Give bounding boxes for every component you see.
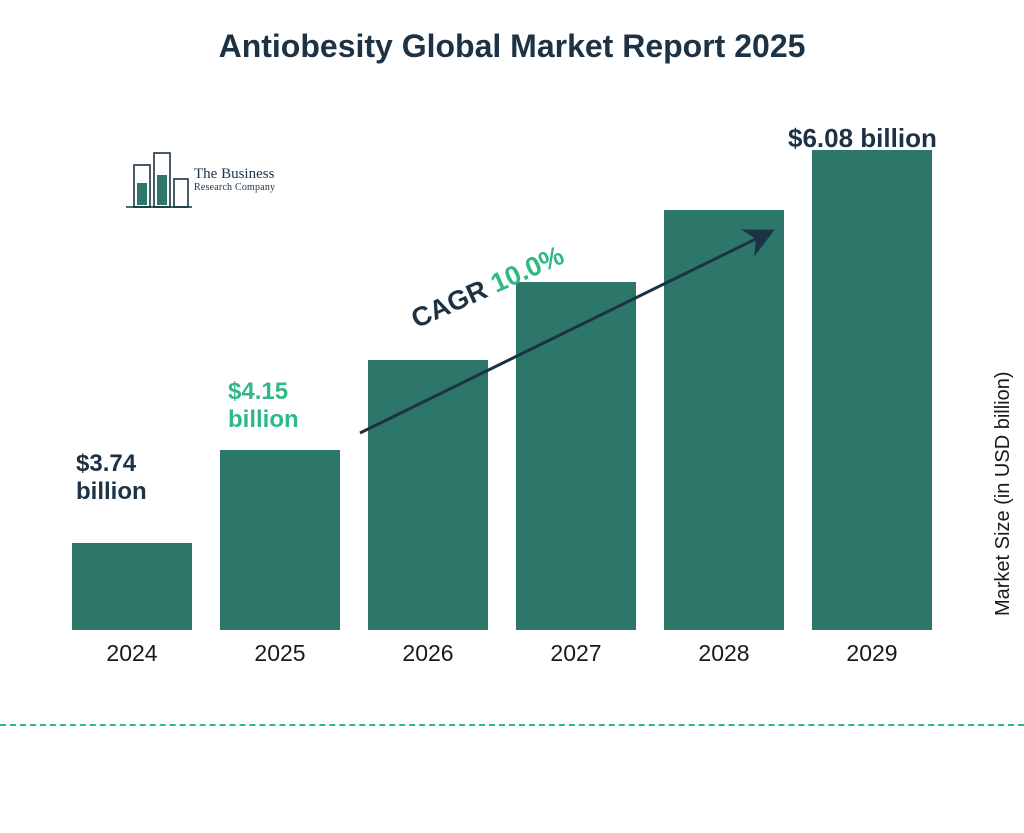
- y-axis-label: Market Size (in USD billion): [993, 372, 1016, 617]
- trend-arrow-icon: [0, 65, 1024, 833]
- bottom-dashed-divider: [0, 724, 1024, 726]
- chart-title: Antiobesity Global Market Report 2025: [0, 0, 1024, 65]
